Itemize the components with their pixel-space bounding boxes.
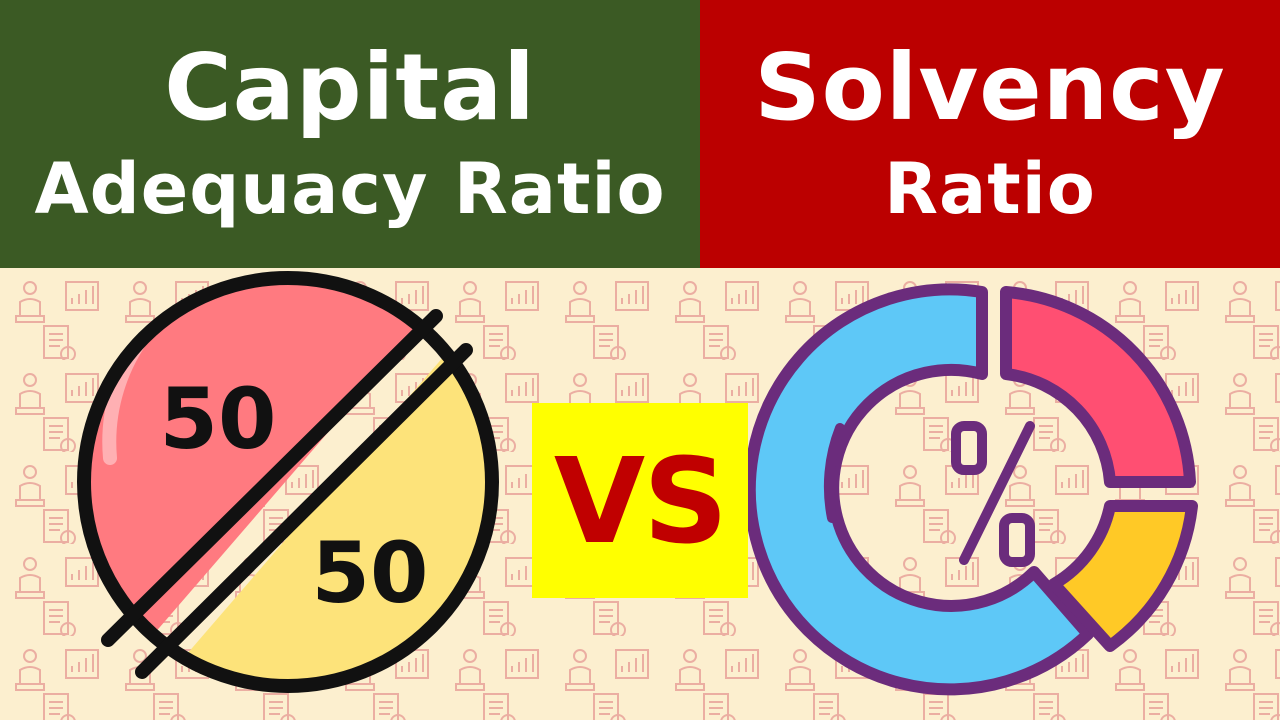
versus-badge: VS [532,403,748,598]
capital-title-line1: Capital [164,34,536,141]
illustration-layer: 50 50 [77,271,1198,696]
split-circle-top-value: 50 [160,370,277,468]
split-circle-bottom-value: 50 [312,524,429,622]
solvency-banner: Solvency Ratio [700,0,1280,268]
percent-donut-icon [743,283,1198,696]
split-circle-icon: 50 50 [77,271,499,693]
solvency-title-line2: Ratio [884,148,1096,230]
capital-adequacy-banner: Capital Adequacy Ratio [0,0,700,268]
solvency-title-line1: Solvency [754,34,1226,141]
capital-title-line2: Adequacy Ratio [34,148,666,230]
versus-label: VS [553,431,728,570]
